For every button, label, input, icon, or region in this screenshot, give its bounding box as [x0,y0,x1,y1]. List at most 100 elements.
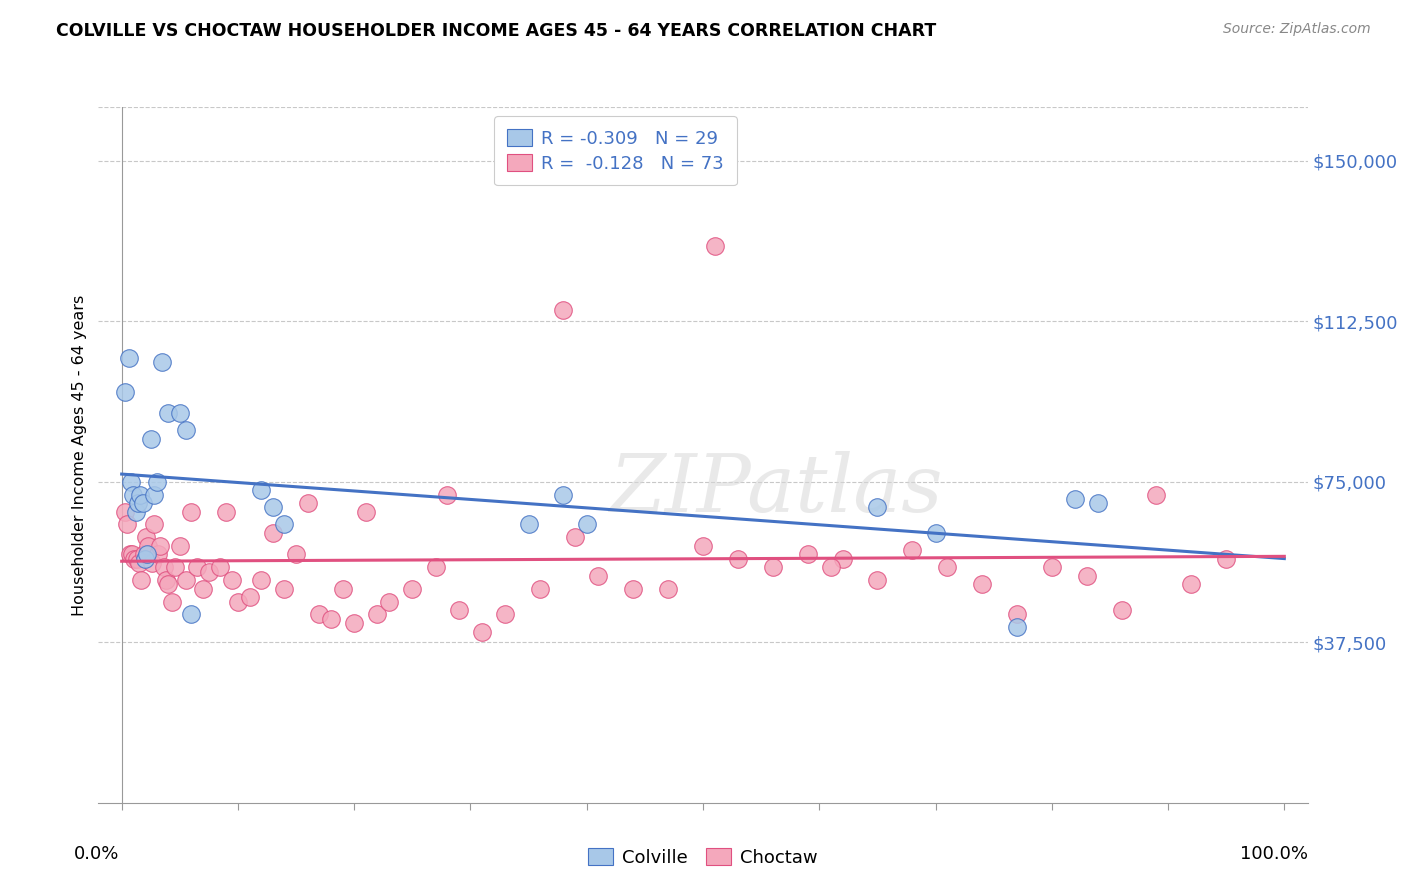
Point [146,548,169,562]
Point [124,505,146,519]
Point [1005,607,1028,622]
Point [575,517,598,532]
Point [1111,603,1133,617]
Point [378,594,401,608]
Text: ZIPatlas: ZIPatlas [609,451,942,528]
Point [1064,491,1087,506]
Point [297,496,319,510]
Point [866,573,889,587]
Point [425,560,447,574]
Point [120,475,142,489]
Point [141,556,163,570]
Point [1180,577,1202,591]
Point [139,432,162,446]
Point [180,505,202,519]
Point [401,582,423,596]
Text: COLVILLE VS CHOCTAW HOUSEHOLDER INCOME AGES 45 - 64 YEARS CORRELATION CHART: COLVILLE VS CHOCTAW HOUSEHOLDER INCOME A… [56,22,936,40]
Point [138,539,160,553]
Point [169,406,191,420]
Point [820,560,842,574]
Point [588,569,610,583]
Point [657,582,679,596]
Point [727,551,749,566]
Point [114,505,136,519]
Point [436,487,458,501]
Point [553,303,575,318]
Point [157,577,180,591]
Point [366,607,388,622]
Point [319,612,342,626]
Point [250,573,273,587]
Point [215,505,238,519]
Point [273,517,295,532]
Point [114,384,136,399]
Text: 100.0%: 100.0% [1240,845,1308,863]
Point [198,565,221,579]
Point [152,560,174,574]
Point [529,582,551,596]
Point [354,505,377,519]
Point [191,582,214,596]
Point [796,548,818,562]
Point [117,517,139,532]
Point [1087,496,1109,510]
Point [308,607,330,622]
Point [703,239,725,253]
Point [924,526,946,541]
Point [970,577,993,591]
Point [124,551,146,566]
Point [127,496,149,510]
Point [155,573,177,587]
Point [128,556,150,570]
Point [121,548,143,562]
Point [132,548,155,562]
Point [174,573,197,587]
Point [250,483,273,498]
Point [150,355,173,369]
Point [494,607,516,622]
Point [517,517,540,532]
Point [131,573,153,587]
Point [169,539,191,553]
Point [1076,569,1098,583]
Point [262,526,284,541]
Point [332,582,354,596]
Point [1005,620,1028,634]
Point [143,517,166,532]
Point [1144,487,1167,501]
Point [553,487,575,501]
Point [143,487,166,501]
Point [471,624,494,639]
Point [122,487,145,501]
Point [1215,551,1237,566]
Point [692,539,714,553]
Point [186,560,208,574]
Point [343,615,366,630]
Point [831,551,853,566]
Point [901,543,924,558]
Point [762,560,785,574]
Point [125,551,148,566]
Point [866,500,889,515]
Point [447,603,470,617]
Point [157,406,180,420]
Point [621,582,644,596]
Point [226,594,249,608]
Point [285,548,308,562]
Point [165,560,187,574]
Point [145,475,167,489]
Point [239,591,262,605]
Point [136,548,159,562]
Point [1040,560,1063,574]
Point [129,487,152,501]
Point [262,500,284,515]
Point [134,551,156,566]
Point [180,607,202,622]
Legend: Colville, Choctaw: Colville, Choctaw [581,840,825,874]
Point [221,573,243,587]
Point [209,560,232,574]
Point [118,351,141,365]
Point [131,496,153,510]
Point [135,530,157,544]
Point [174,423,197,437]
